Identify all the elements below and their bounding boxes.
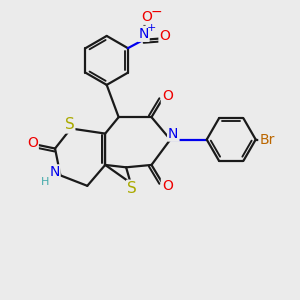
Text: O: O [162,179,173,193]
Text: O: O [27,136,38,149]
Text: O: O [162,89,173,103]
Text: +: + [147,23,157,34]
Text: H: H [41,177,49,187]
Text: S: S [127,181,137,196]
Text: N: N [138,27,148,41]
Text: −: − [150,4,162,18]
Text: N: N [49,165,60,179]
Text: O: O [160,29,170,43]
Text: Br: Br [260,133,275,146]
Text: N: N [168,127,178,141]
Text: O: O [142,10,152,24]
Text: S: S [64,117,74,132]
